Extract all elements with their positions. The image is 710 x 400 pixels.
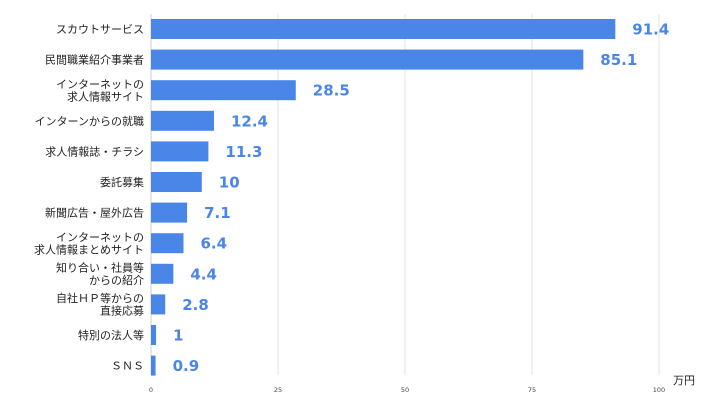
- data-label: 91.4: [632, 21, 669, 39]
- x-tick-label: 25: [274, 386, 282, 394]
- data-label: 4.4: [190, 265, 217, 283]
- value-labels: 91.4 85.1 28.5 12.4 11.3 10 7.1 6.4 4.4 2.8 1 0.9: [173, 21, 670, 376]
- category-label: インターンからの就職: [35, 114, 144, 128]
- category-label: 自社ＨＰ等からの: [56, 291, 144, 305]
- x-tick-label: 100: [653, 386, 665, 394]
- data-label: 1: [173, 327, 183, 345]
- bar: [151, 110, 214, 131]
- bar: [151, 202, 188, 223]
- data-label: 0.9: [173, 357, 200, 375]
- data-label: 11.3: [225, 143, 262, 161]
- grid-lines: [150, 14, 660, 375]
- bar: [151, 80, 296, 101]
- data-label: 12.4: [231, 112, 268, 130]
- category-label: 直接応募: [100, 304, 144, 318]
- x-tick-label: 0: [149, 386, 153, 394]
- bar: [151, 49, 584, 70]
- x-tick-labels: 0 25 50 75 100: [149, 386, 665, 394]
- category-label: 求人情報サイト: [67, 90, 144, 103]
- bar: [151, 172, 202, 192]
- category-label: 委託募集: [100, 175, 144, 189]
- bar: [151, 141, 209, 162]
- category-label: 知り合い・社員等: [56, 261, 144, 275]
- x-tick-label: 50: [401, 386, 409, 394]
- category-label: インターネットの: [56, 78, 144, 91]
- bar: [151, 355, 156, 376]
- unit-label: 万円: [673, 374, 695, 387]
- category-label: 求人情報誌・チラシ: [45, 144, 144, 158]
- category-label: 新聞広告・屋外広告: [45, 206, 144, 220]
- category-label: インターネットの: [56, 231, 144, 244]
- bar: [151, 19, 616, 39]
- data-label: 6.4: [201, 235, 228, 253]
- bar: [151, 325, 157, 345]
- data-label: 28.5: [313, 82, 350, 100]
- bar: [151, 263, 174, 284]
- category-label: 特別の法人等: [78, 328, 144, 342]
- data-label: 2.8: [182, 296, 209, 314]
- category-label: スカウトサービス: [56, 23, 144, 36]
- data-label: 85.1: [600, 51, 637, 69]
- category-label: からの紹介: [89, 274, 144, 287]
- data-label: 10: [219, 174, 240, 192]
- category-label: 民間職業紹介事業者: [45, 54, 144, 67]
- bars: [151, 19, 616, 376]
- bar: [151, 233, 184, 254]
- bar: [151, 294, 166, 315]
- category-label: ＳＮＳ: [111, 360, 144, 373]
- x-tick-label: 75: [528, 386, 536, 394]
- category-label: 求人情報まとめサイト: [34, 243, 144, 256]
- data-label: 7.1: [204, 204, 231, 222]
- category-labels: スカウトサービス民間職業紹介事業者インターネットの求人情報サイトインターンからの…: [34, 23, 144, 373]
